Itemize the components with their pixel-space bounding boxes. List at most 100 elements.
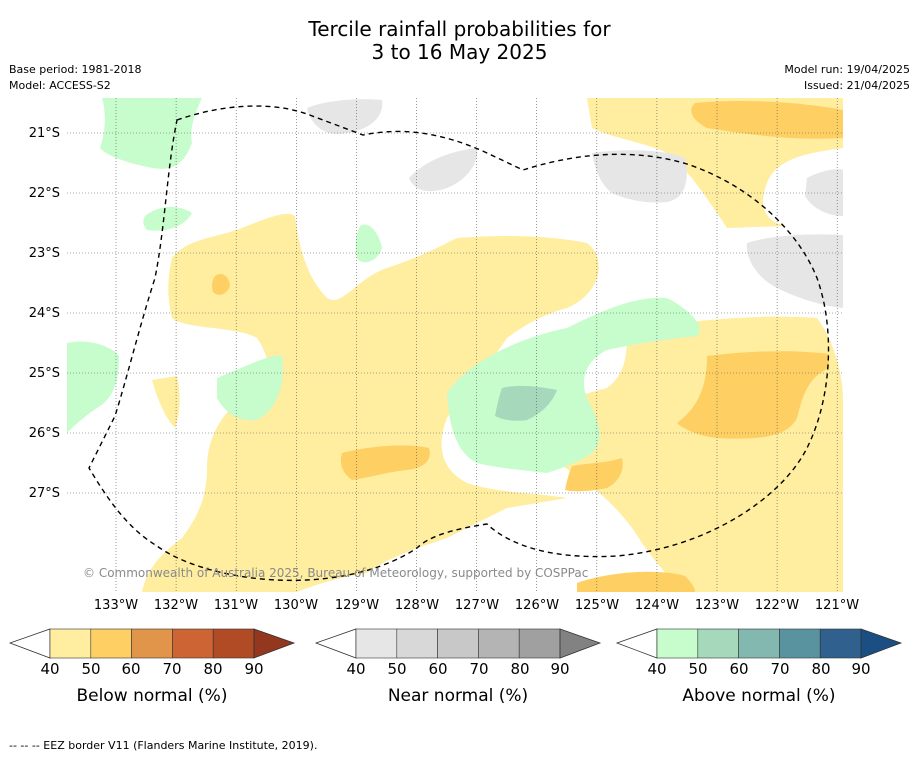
- lon-label-123w: 123°W: [694, 598, 740, 613]
- eez-footnote: -- -- -- EEZ border V11 (Flanders Marine…: [9, 739, 318, 752]
- region-above-50-e: [495, 385, 557, 421]
- below-normal-swatch-2: [90, 628, 132, 659]
- region-above-40-fw: [67, 341, 119, 433]
- meta-right: Model run: 19/04/2025 Issued: 21/04/2025: [784, 62, 910, 94]
- cbar-near-tick-70: 70: [469, 660, 489, 678]
- lat-label-22s: 22°S: [28, 186, 60, 201]
- cbar-below-tick-60: 60: [121, 660, 141, 678]
- lon-label-128w: 128°W: [394, 598, 440, 613]
- region-above-40-e: [447, 297, 700, 473]
- cbar-near-tick-50: 50: [387, 660, 407, 678]
- lon-label-121w: 121°W: [814, 598, 860, 613]
- lon-label-130w: 130°W: [273, 598, 319, 613]
- above-normal-title: Above normal (%): [682, 686, 836, 706]
- copyright-notice: © Commonwealth of Australia 2025, Bureau…: [83, 566, 588, 580]
- region-above-40-nw: [100, 98, 202, 169]
- near-normal-swatch-1: [355, 628, 398, 659]
- probability-regions: [67, 98, 843, 592]
- cbar-near-tick-90: 90: [550, 660, 570, 678]
- region-near-40-e: [746, 234, 843, 308]
- above-normal-swatch-5: [819, 628, 862, 659]
- near-normal-swatch-5: [518, 628, 561, 659]
- above-normal-swatch-3: [738, 628, 780, 659]
- region-below-50-sw: [211, 274, 230, 295]
- lon-label-125w: 125°W: [574, 598, 620, 613]
- region-below-50-ne: [691, 100, 843, 139]
- below-normal-over-triangle: [253, 628, 296, 659]
- lon-label-122w: 122°W: [754, 598, 800, 613]
- region-below-50-c: [340, 445, 430, 480]
- above-normal-colorbar: [615, 628, 903, 659]
- below-normal-title: Below normal (%): [76, 686, 228, 706]
- rainfall-map: © Commonwealth of Australia 2025, Bureau…: [67, 98, 843, 592]
- region-near-40-n2: [409, 148, 478, 192]
- cbar-above-tick-40: 40: [647, 660, 667, 678]
- cbar-above-tick-90: 90: [851, 660, 871, 678]
- cbar-above-tick-50: 50: [688, 660, 708, 678]
- region-below-40-central: [142, 213, 599, 592]
- near-normal-under-triangle: [314, 628, 357, 659]
- lon-label-129w: 129°W: [334, 598, 380, 613]
- cbar-above-tick-60: 60: [729, 660, 749, 678]
- near-normal-swatch-2: [396, 628, 438, 659]
- above-normal-over-triangle: [860, 628, 903, 659]
- lon-label-126w: 126°W: [514, 598, 560, 613]
- issued-date: Issued: 21/04/2025: [803, 79, 910, 92]
- below-normal-colorbar: [8, 628, 296, 659]
- cbar-near-tick-80: 80: [510, 660, 530, 678]
- cbar-below-tick-50: 50: [81, 660, 101, 678]
- graticule: [67, 98, 843, 592]
- above-normal-swatch-2: [697, 628, 739, 659]
- near-normal-title: Near normal (%): [387, 686, 529, 706]
- cbar-above-tick-70: 70: [770, 660, 790, 678]
- lat-label-23s: 23°S: [28, 246, 60, 261]
- lon-label-132w: 132°W: [153, 598, 199, 613]
- meta-left: Base period: 1981-2018 Model: ACCESS-S2: [9, 62, 141, 94]
- lat-label-25s: 25°S: [28, 366, 60, 381]
- below-normal-swatch-4: [172, 628, 214, 659]
- region-above-40-c: [355, 224, 382, 263]
- title-line-2: 3 to 16 May 2025: [371, 40, 548, 64]
- base-period: Base period: 1981-2018: [9, 63, 142, 76]
- near-normal-colorbar: [314, 628, 602, 659]
- below-normal-swatch-3: [131, 628, 173, 659]
- lat-label-27s: 27°S: [28, 486, 60, 501]
- region-below-40-w: [152, 376, 180, 428]
- lat-label-21s: 21°S: [28, 126, 60, 141]
- title-line-1: Tercile rainfall probabilities for: [308, 17, 611, 41]
- below-normal-swatch-1: [49, 628, 92, 659]
- cbar-near-tick-40: 40: [346, 660, 366, 678]
- lat-label-26s: 26°S: [28, 426, 60, 441]
- model-name: Model: ACCESS-S2: [9, 79, 111, 92]
- below-normal-under-triangle: [8, 628, 51, 659]
- below-normal-swatch-5: [212, 628, 255, 659]
- lon-label-131w: 131°W: [213, 598, 259, 613]
- near-normal-swatch-4: [478, 628, 520, 659]
- region-above-40-w: [143, 206, 192, 231]
- near-normal-swatch-3: [437, 628, 479, 659]
- model-run: Model run: 19/04/2025: [784, 63, 910, 76]
- region-near-40-ne2: [805, 169, 843, 216]
- cbar-below-tick-40: 40: [40, 660, 60, 678]
- lon-label-133w: 133°W: [93, 598, 139, 613]
- map-title: Tercile rainfall probabilities for 3 to …: [0, 18, 919, 64]
- lon-label-127w: 127°W: [454, 598, 500, 613]
- cbar-below-tick-70: 70: [162, 660, 182, 678]
- lat-label-24s: 24°S: [28, 306, 60, 321]
- lon-label-124w: 124°W: [634, 598, 680, 613]
- region-above-40-w2: [217, 355, 283, 421]
- cbar-below-tick-80: 80: [203, 660, 223, 678]
- cbar-above-tick-80: 80: [811, 660, 831, 678]
- above-normal-swatch-1: [656, 628, 699, 659]
- region-near-40-n: [307, 99, 383, 134]
- region-near-40-ne: [592, 150, 687, 203]
- colorbars: [8, 628, 903, 659]
- above-normal-under-triangle: [615, 628, 658, 659]
- near-normal-over-triangle: [559, 628, 602, 659]
- above-normal-swatch-4: [779, 628, 821, 659]
- eez-border: [88, 105, 830, 582]
- region-below-50-bot: [577, 571, 695, 592]
- cbar-below-tick-90: 90: [244, 660, 264, 678]
- cbar-near-tick-60: 60: [428, 660, 448, 678]
- region-below-50-s: [565, 458, 623, 492]
